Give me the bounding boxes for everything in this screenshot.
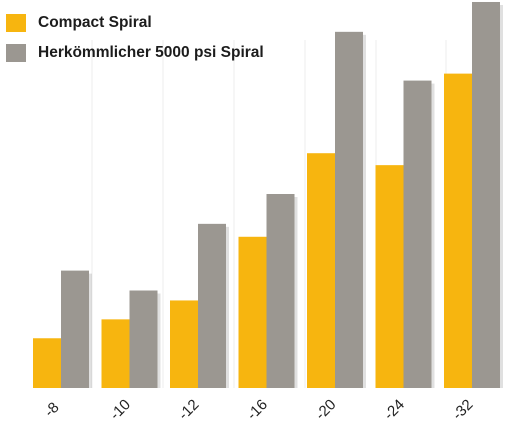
bar-herkoemmlicher--10 [129, 290, 161, 388]
legend: Compact Spiral Herkömmlicher 5000 psi Sp… [6, 8, 264, 68]
bar-compact--12 [170, 300, 201, 388]
x-tick-label: -20 [312, 396, 339, 423]
x-tick-label: -24 [381, 396, 408, 423]
bar [375, 165, 404, 388]
bar-herkoemmlicher--24 [403, 80, 435, 388]
legend-item-herkoemmlicher-spiral: Herkömmlicher 5000 psi Spiral [6, 38, 264, 68]
x-tick-label: -12 [175, 396, 202, 423]
bar [266, 194, 295, 388]
bar-compact--20 [307, 153, 338, 388]
bar-compact--32 [444, 73, 475, 388]
legend-item-compact-spiral: Compact Spiral [6, 8, 264, 38]
bar-herkoemmlicher--20 [335, 31, 366, 388]
bar [307, 153, 335, 388]
bar [198, 223, 226, 388]
bar [335, 31, 363, 388]
x-tick-label: -32 [449, 396, 476, 423]
legend-swatch [6, 14, 26, 32]
legend-label: Compact Spiral [38, 14, 152, 31]
bar-herkoemmlicher--16 [266, 194, 298, 388]
bar [444, 73, 472, 388]
bar [170, 300, 198, 388]
bar [403, 80, 432, 388]
legend-swatch [6, 44, 26, 62]
bar-compact--8 [33, 338, 64, 388]
legend-label: Herkömmlicher 5000 psi Spiral [38, 44, 264, 61]
bar [472, 1, 500, 388]
bar-compact--10 [101, 319, 133, 388]
bar [238, 236, 267, 388]
bar-compact--24 [375, 165, 407, 388]
x-tick-label: -10 [107, 396, 134, 423]
bar-herkoemmlicher--32 [472, 1, 503, 388]
x-tick-label: -8 [41, 399, 62, 420]
x-tick-label: -16 [244, 396, 271, 423]
bar [61, 270, 89, 388]
bar [101, 319, 130, 388]
x-tick-labels: -8 -10 -12 -16 -20 -24 -32 [41, 396, 476, 423]
bar-herkoemmlicher--8 [61, 270, 92, 388]
bars [33, 1, 503, 388]
bar-compact--16 [238, 236, 270, 388]
bar [129, 290, 158, 388]
bar-herkoemmlicher--12 [198, 223, 229, 388]
bar [33, 338, 61, 388]
